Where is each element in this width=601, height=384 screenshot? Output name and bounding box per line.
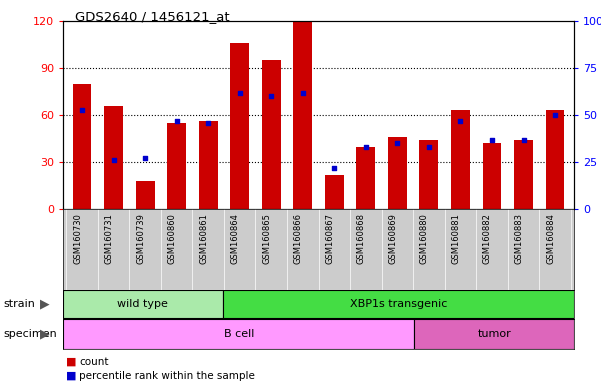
- Text: GSM160865: GSM160865: [262, 214, 271, 264]
- Point: [361, 144, 371, 150]
- Text: GSM160866: GSM160866: [294, 214, 303, 264]
- Bar: [223, 291, 574, 318]
- Bar: [419, 140, 438, 209]
- Text: GSM160882: GSM160882: [483, 214, 492, 264]
- Point: [109, 157, 118, 164]
- Text: GSM160869: GSM160869: [388, 214, 397, 264]
- Bar: [293, 21, 313, 209]
- Bar: [414, 319, 574, 349]
- Text: GSM160867: GSM160867: [325, 214, 334, 264]
- Bar: [136, 181, 154, 209]
- Text: GSM160868: GSM160868: [357, 214, 366, 264]
- Point: [456, 118, 465, 124]
- Bar: [388, 137, 407, 209]
- Point: [329, 165, 339, 171]
- Text: GSM160861: GSM160861: [199, 214, 208, 264]
- Text: ■: ■: [66, 357, 76, 367]
- Bar: [73, 84, 91, 209]
- Bar: [167, 123, 186, 209]
- Point: [424, 144, 434, 150]
- Bar: [63, 291, 223, 318]
- Text: GSM160864: GSM160864: [231, 214, 240, 264]
- Text: specimen: specimen: [3, 329, 56, 339]
- Text: strain: strain: [3, 299, 35, 310]
- Bar: [262, 60, 281, 209]
- Bar: [325, 175, 344, 209]
- Bar: [104, 106, 123, 209]
- Point: [140, 156, 150, 162]
- Bar: [483, 144, 501, 209]
- Bar: [546, 111, 564, 209]
- Text: XBP1s transgenic: XBP1s transgenic: [350, 299, 447, 310]
- Text: tumor: tumor: [477, 329, 511, 339]
- Text: GSM160731: GSM160731: [105, 214, 114, 264]
- Point: [203, 120, 213, 126]
- Text: GSM160881: GSM160881: [451, 214, 460, 264]
- Text: ▶: ▶: [40, 298, 50, 311]
- Text: GSM160880: GSM160880: [420, 214, 429, 264]
- Text: GSM160730: GSM160730: [73, 214, 82, 264]
- Bar: [514, 140, 533, 209]
- Text: wild type: wild type: [117, 299, 168, 310]
- Text: B cell: B cell: [224, 329, 254, 339]
- Bar: [356, 147, 375, 209]
- Bar: [199, 121, 218, 209]
- Point: [392, 141, 402, 147]
- Text: GSM160884: GSM160884: [546, 214, 555, 264]
- Text: ▶: ▶: [40, 328, 50, 341]
- Text: GDS2640 / 1456121_at: GDS2640 / 1456121_at: [75, 10, 230, 23]
- Text: percentile rank within the sample: percentile rank within the sample: [79, 371, 255, 381]
- Point: [235, 89, 245, 96]
- Text: GSM160860: GSM160860: [168, 214, 177, 264]
- Point: [487, 137, 497, 143]
- Point: [519, 137, 528, 143]
- Point: [172, 118, 182, 124]
- Point: [266, 93, 276, 99]
- Bar: [230, 43, 249, 209]
- Text: ■: ■: [66, 371, 76, 381]
- Bar: [451, 111, 470, 209]
- Text: count: count: [79, 357, 109, 367]
- Point: [551, 112, 560, 118]
- Text: GSM160739: GSM160739: [136, 214, 145, 264]
- Point: [298, 89, 308, 96]
- Text: GSM160883: GSM160883: [514, 214, 523, 264]
- Bar: [63, 319, 414, 349]
- Point: [77, 106, 87, 113]
